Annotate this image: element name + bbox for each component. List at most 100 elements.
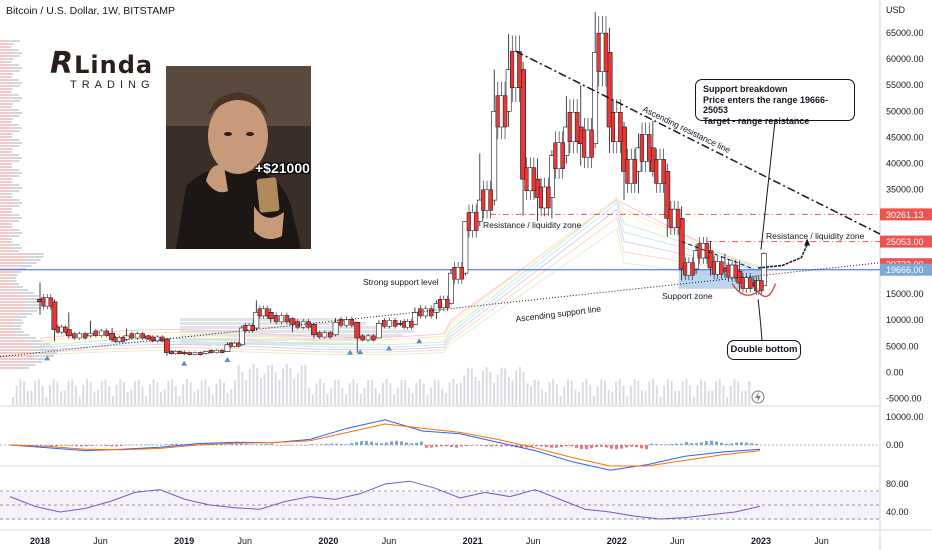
candle-body [224,344,231,352]
lightning-icon[interactable] [751,390,765,404]
profile-bar [0,298,26,300]
rsi-tick-label: 80.00 [886,479,909,489]
volume-bar [670,381,673,405]
volume-bar [385,379,388,405]
macd-histogram-bar [545,445,548,448]
ema-line [39,202,769,349]
volume-bar [456,383,458,405]
profile-bar [0,154,12,156]
profile-bar [32,355,55,357]
profile-bar [13,187,22,189]
volume-bar [134,380,137,405]
candle-body [327,332,333,338]
profile-bar [180,318,342,321]
candle-body [618,112,623,142]
price-tag-label: 19666.00 [886,265,924,275]
profile-bar [0,58,8,60]
candle-body [140,333,145,339]
macd-histogram-bar [60,445,63,446]
candle-body [646,134,652,162]
volume-bar [655,385,658,405]
candle-body [375,323,382,339]
profile-bar [11,130,20,132]
macd-histogram-bar [250,444,253,445]
volume-bar [689,385,692,405]
macd-histogram-bar [565,445,568,447]
macd-histogram-bar [135,444,138,446]
volume-bar [744,390,747,405]
candle-body [82,333,88,339]
profile-bar [0,46,7,48]
volume-bar [700,379,703,405]
candle-body [371,335,376,341]
breakdown-line [681,241,754,270]
volume-bar [737,381,740,405]
volume-bar [600,379,603,405]
volume-bar [585,379,588,405]
trend-lines [0,50,881,366]
volume-bar [67,381,70,405]
rsi-tick-label: 40.00 [886,507,909,517]
profile-bar [0,289,17,291]
time-axis[interactable]: 2018 Jun 2019 Jun 2020 Jun 2021 Jun 2022 Jun 2023 J… [30,536,829,546]
profile-bar [0,169,12,171]
candle-body [418,308,423,317]
candle-body [214,350,219,354]
volume-bar [515,370,518,405]
ema-line [39,208,769,351]
brand-sub: TRADING [70,79,155,91]
volume-bar [89,381,92,405]
volume-bar [666,379,669,405]
volume-bar [145,395,148,405]
macd-histogram-bar [610,445,613,449]
volume-bar [137,379,140,405]
volume-bar [148,384,151,405]
volume-bar [433,379,436,405]
volume-bar [415,382,418,405]
profile-bar [0,97,14,99]
macd-histogram-bar [345,444,348,445]
volume-bar [115,384,118,405]
profile-bar [7,148,13,150]
candle-body [428,308,434,317]
brand-logo: RLinda TRADING [50,46,155,91]
profile-bar [0,343,30,345]
volume-bar [740,391,743,405]
profile-bar [25,298,43,300]
volume-bar [274,372,277,405]
macd-histogram-bar [370,441,373,445]
macd-histogram-bar [145,444,148,445]
volume-bar [30,390,33,405]
profile-bar [0,322,15,324]
macd-histogram-bar [235,443,238,445]
volume-bar [589,384,592,405]
volume-bar [437,380,440,405]
macd-histogram-bar [295,445,298,446]
volume-bar [241,372,244,405]
candle-body [145,335,152,340]
signal-line [9,423,761,467]
macd-histogram-bar [625,445,628,448]
profile-bar [11,55,20,57]
volume-bar [123,381,125,405]
price-tick-label: 15000.00 [886,289,924,299]
volume-bar [367,380,370,405]
profile-bar [22,262,37,264]
profile-bar [11,190,20,192]
profile-bar [20,292,34,294]
volume-bar [130,389,133,405]
candle-body [253,312,260,329]
volume-bar [592,395,595,405]
macd-histogram-bar [75,445,78,447]
time-tick-label: 2023 [751,536,771,546]
macd-histogram-bar [695,443,698,445]
volume-bar [326,393,329,405]
profile-bar [6,76,12,78]
volume-bar [382,383,384,405]
profile-bar [0,178,8,180]
profile-bar [13,232,22,234]
profile-bar [180,342,354,345]
volume-bar [607,390,610,405]
volume-bar [530,386,532,405]
volume-bar [219,379,222,405]
